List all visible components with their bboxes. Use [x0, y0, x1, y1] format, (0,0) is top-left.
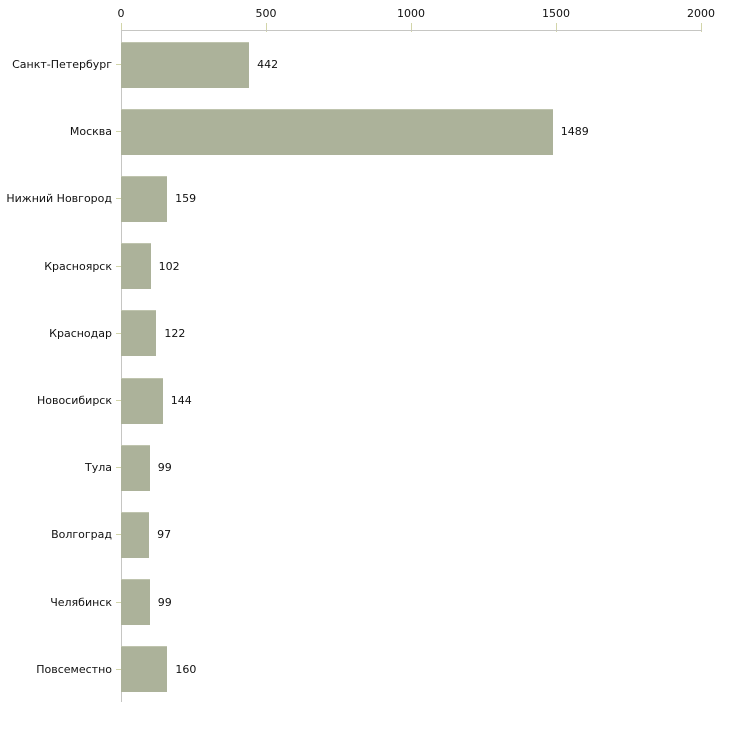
x-tick-label: 500	[255, 7, 277, 20]
category-label: Санкт-Петербург	[12, 58, 112, 72]
bar-value-label: 159	[175, 192, 197, 206]
bar	[121, 243, 151, 290]
bar-row: Краснодар 122	[0, 300, 730, 367]
bar-track: 442	[121, 41, 701, 88]
y-tick-mark	[116, 400, 121, 402]
bar-value-label: 99	[157, 461, 172, 475]
bar-value-label: 160	[175, 662, 197, 676]
bar-value-label: 1489	[560, 125, 589, 139]
bar-track: 159	[121, 175, 701, 222]
category-label: Челябинск	[50, 595, 112, 609]
bar-row: Новосибирск 144	[0, 367, 730, 434]
x-tick-mark	[121, 23, 122, 32]
x-tick-label: 1000	[397, 7, 425, 20]
category-label: Нижний Новгород	[6, 192, 112, 206]
y-tick-mark	[116, 467, 121, 469]
bar-value-label: 102	[158, 259, 180, 273]
bar-row: Москва 1489	[0, 98, 730, 165]
category-label: Краснодар	[49, 326, 112, 340]
x-tick-mark	[701, 23, 702, 32]
bar-track: 99	[121, 444, 701, 491]
x-tick-label: 0	[117, 7, 125, 20]
bar-row: Повсеместно 160	[0, 636, 730, 703]
bar	[121, 175, 168, 222]
bar-track: 97	[121, 511, 701, 558]
category-label: Москва	[69, 125, 112, 139]
category-label: Красноярск	[44, 259, 112, 273]
bar-track: 1489	[121, 108, 701, 155]
y-tick-mark	[116, 131, 121, 133]
bar	[121, 377, 163, 424]
bar	[121, 511, 150, 558]
bar-row: Челябинск 99	[0, 569, 730, 636]
bar-row: Красноярск 102	[0, 233, 730, 300]
bar-track: 122	[121, 310, 701, 357]
bar-value-label: 99	[157, 595, 172, 609]
category-label: Повсеместно	[36, 662, 112, 676]
category-label: Волгоград	[51, 528, 112, 542]
bar-value-label: 97	[157, 528, 172, 542]
y-axis-line	[121, 30, 122, 702]
bar	[121, 310, 157, 357]
x-tick-label: 2000	[687, 7, 715, 20]
bar	[121, 444, 150, 491]
x-tick-mark	[556, 23, 557, 32]
x-tick-mark	[411, 23, 412, 32]
bar	[121, 646, 168, 693]
bar	[121, 108, 553, 155]
y-tick-mark	[116, 332, 121, 334]
bar-track: 160	[121, 646, 701, 693]
bar-value-label: 442	[257, 58, 279, 72]
y-tick-mark	[116, 64, 121, 66]
bar-track: 99	[121, 579, 701, 626]
bar-row: Нижний Новгород 159	[0, 165, 730, 232]
category-label: Тула	[84, 461, 112, 475]
bar-row: Волгоград 97	[0, 501, 730, 568]
bar-value-label: 144	[170, 394, 192, 408]
bar-row: Санкт-Петербург 442	[0, 31, 730, 98]
bar-row: Тула 99	[0, 434, 730, 501]
bar	[121, 579, 150, 626]
category-label: Новосибирск	[36, 394, 112, 408]
x-tick-mark	[266, 23, 267, 32]
bar-track: 102	[121, 243, 701, 290]
y-tick-mark	[116, 265, 121, 267]
x-tick-label: 1500	[542, 7, 570, 20]
bar-value-label: 122	[164, 326, 186, 340]
y-tick-mark	[116, 534, 121, 536]
bar-track: 144	[121, 377, 701, 424]
plot-area: Санкт-Петербург 442 Москва 1489 Нижний Новго…	[0, 31, 730, 703]
y-tick-mark	[116, 198, 121, 200]
x-axis-line	[121, 30, 702, 31]
y-tick-mark	[116, 668, 121, 670]
bar	[121, 41, 250, 88]
y-tick-mark	[116, 601, 121, 603]
